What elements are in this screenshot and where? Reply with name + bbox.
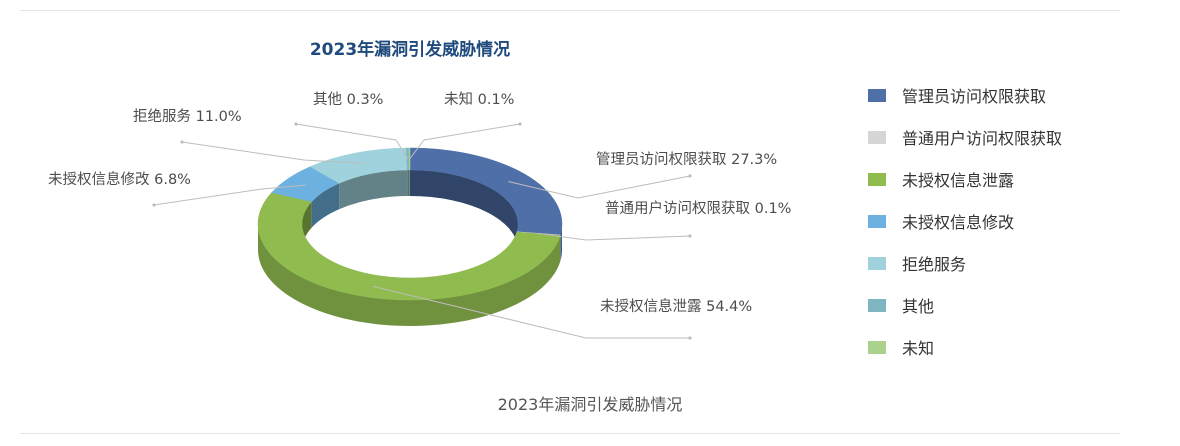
slice-inner-wall-5 — [407, 170, 410, 197]
legend-swatch-3 — [868, 214, 886, 228]
data-label-0: 管理员访问权限获取 27.3% — [596, 151, 777, 168]
slice-inner-wall-6 — [409, 170, 410, 197]
chart-legend: 管理员访问权限获取 普通用户访问权限获取 未授权信息泄露 未授权信息修改 拒绝服务其他未… — [868, 74, 1168, 368]
slice-2 — [257, 192, 561, 301]
legend-swatch-0 — [868, 88, 886, 102]
bottom-divider — [20, 433, 1120, 434]
leader-dot-0 — [688, 174, 692, 178]
legend-label-0: 管理员访问权限获取 — [902, 87, 1047, 106]
legend-item-4: 拒绝服务 — [868, 242, 1168, 284]
slice-6 — [408, 147, 411, 171]
leader-dot-2 — [688, 336, 692, 340]
leader-dot-6 — [518, 122, 522, 126]
legend-label-5: 其他 — [902, 297, 935, 316]
top-divider — [20, 10, 1120, 11]
leader-dot-5 — [294, 122, 298, 126]
leader-line-1 — [538, 233, 691, 241]
slice-inner-wall-4 — [339, 170, 408, 210]
legend-label-6: 未知 — [902, 339, 935, 358]
legend-swatch-2 — [868, 172, 886, 186]
legend-item-0: 管理员访问权限获取 — [868, 74, 1168, 116]
legend-label-4: 拒绝服务 — [902, 255, 967, 274]
data-label-4: 拒绝服务 11.0% — [133, 108, 242, 125]
legend-item-6: 未知 — [868, 326, 1168, 368]
legend-label-1: 普通用户访问权限获取 — [902, 129, 1063, 148]
data-label-3: 未授权信息修改 6.8% — [48, 171, 191, 188]
leader-dot-3 — [152, 203, 156, 207]
leader-line-6 — [409, 123, 521, 160]
legend-swatch-5 — [868, 298, 886, 312]
data-label-2: 未授权信息泄露 54.4% — [600, 298, 752, 315]
legend-label-3: 未授权信息修改 — [902, 213, 1015, 232]
data-label-5: 其他 0.3% — [313, 91, 383, 108]
slice-outer-wall-2 — [258, 224, 561, 327]
leader-line-0 — [508, 175, 691, 199]
legend-item-3: 未授权信息修改 — [868, 200, 1168, 242]
leader-line-3 — [153, 184, 306, 206]
legend-item-5: 其他 — [868, 284, 1168, 326]
chart-title: 2023年漏洞引发威胁情况 — [309, 40, 511, 60]
data-label-6: 未知 0.1% — [444, 91, 514, 108]
legend-swatch-6 — [868, 340, 886, 354]
leader-dot-1 — [688, 234, 692, 238]
leader-dot-4 — [180, 140, 184, 144]
leader-line-2 — [372, 285, 690, 339]
legend-label-2: 未授权信息泄露 — [902, 171, 1015, 190]
data-label-1: 普通用户访问权限获取 0.1% — [605, 200, 791, 217]
slice-inner-wall-3 — [311, 183, 340, 228]
donut-chart: 管理员访问权限获取 27.3% 普通用户访问权限获取 0.1% 未授权信息泄露 54… — [48, 91, 791, 340]
chart-caption: 2023年漏洞引发威胁情况 — [497, 395, 683, 414]
slice-outer-wall-0 — [560, 224, 562, 261]
legend-swatch-1 — [868, 130, 886, 144]
leader-line-5 — [295, 123, 409, 160]
slice-inner-wall-0 — [410, 170, 518, 250]
legend-item-1: 普通用户访问权限获取 — [868, 116, 1168, 158]
legend-item-2: 未授权信息泄露 — [868, 158, 1168, 200]
leader-line-4 — [181, 141, 363, 164]
legend-swatch-4 — [868, 256, 886, 270]
